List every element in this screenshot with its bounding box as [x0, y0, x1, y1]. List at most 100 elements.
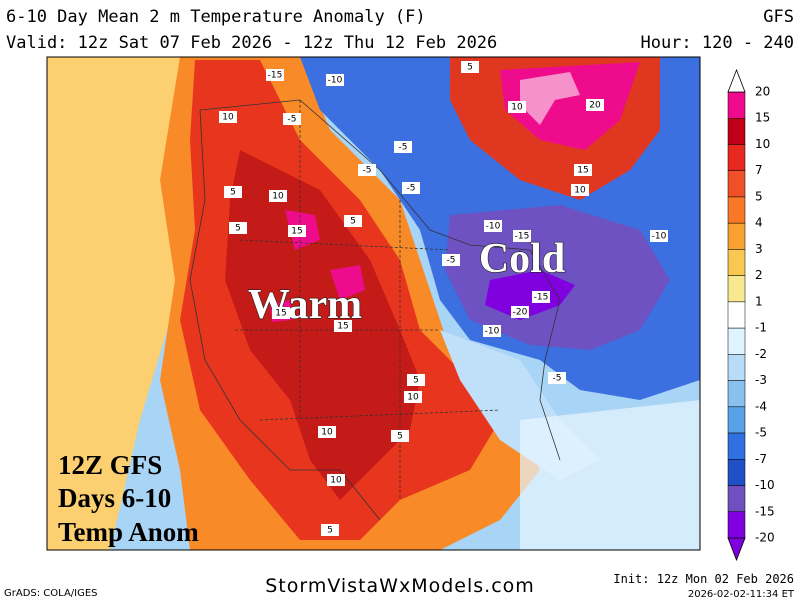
contour-label-bg: [269, 190, 287, 202]
contour-label: 10: [321, 428, 333, 438]
contour-label: 5: [467, 63, 473, 73]
contour-label: 15: [291, 227, 302, 237]
contour-label-bg: [571, 184, 589, 196]
contour-label: -10: [486, 222, 501, 232]
colorbar-label: 3: [755, 242, 763, 256]
contour-label: 5: [327, 526, 333, 536]
colorbar-swatch: [727, 170, 746, 198]
colorbar-swatch: [727, 91, 746, 119]
contour-label-bg: [402, 182, 420, 194]
init-time: Init: 12z Mon 02 Feb 2026: [613, 572, 794, 586]
map: [47, 57, 700, 550]
note-line: 12Z GFS: [58, 450, 162, 480]
timestamp: 2026-02-02-11:34 ET: [688, 589, 795, 600]
colorbar-swatch: [727, 144, 746, 171]
contour-label: 5: [413, 376, 419, 386]
contour-label-bg: [586, 99, 604, 111]
contour-label-bg: [483, 325, 501, 337]
contour-label: 15: [337, 322, 348, 332]
contour-label-bg: [266, 69, 284, 81]
colorbar-label: -7: [755, 452, 767, 466]
contour-label: -15: [534, 293, 549, 303]
contour-label-bg: [548, 372, 566, 384]
contour-label-bg: [326, 74, 344, 86]
colorbar-swatch: [727, 249, 746, 276]
contour-label: 10: [330, 476, 342, 486]
contour-label: 5: [230, 188, 236, 198]
contour-label: -10: [652, 232, 667, 242]
contour-label: -5: [363, 166, 372, 176]
contour-label-bg: [219, 111, 237, 123]
colorbar-label: 1: [755, 294, 763, 308]
contour-label-bg: [407, 374, 425, 386]
contour-label: -10: [328, 76, 343, 86]
contour-label: -15: [268, 71, 283, 81]
note-line: Temp Anom: [58, 517, 199, 547]
contour-label-bg: [272, 307, 290, 319]
contour-label: 10: [407, 393, 419, 403]
contour-label-bg: [334, 320, 352, 332]
contour-label-bg: [394, 141, 412, 153]
colorbar-label: -5: [755, 426, 767, 440]
colorbar-swatch: [727, 432, 746, 460]
contour-label-bg: [321, 524, 339, 536]
colorbar-label: -4: [755, 399, 767, 413]
contour-label: 10: [574, 186, 586, 196]
cold-label: Cold: [479, 236, 565, 282]
colorbar-label: -20: [755, 531, 775, 545]
colorbar-swatch: [727, 354, 746, 381]
contour-labels: -15 -10 5 10 20 10 -5 -5 -5 -5 15 10 5 10 5 15 5 -10 -15 -1…: [219, 61, 668, 536]
contour-label: -15: [515, 232, 530, 242]
colorbar-swatch: [727, 459, 746, 486]
contour-label: 5: [397, 432, 403, 442]
valid-time: Valid: 12z Sat 07 Feb 2026 - 12z Thu 12 …: [6, 33, 497, 53]
contour-label-bg: [508, 101, 526, 113]
colorbar-label: 2: [755, 268, 763, 282]
colorbar-label: 15: [755, 111, 770, 125]
contour-label-bg: [358, 164, 376, 176]
contour-label-bg: [391, 430, 409, 442]
contour-label: 10: [222, 113, 234, 123]
contour-label: 15: [275, 309, 286, 319]
colorbar-swatch: [727, 222, 746, 250]
contour-label: 15: [577, 166, 588, 176]
contour-label-bg: [574, 164, 592, 176]
colorbar-label: 4: [755, 216, 763, 230]
contour-label-bg: [327, 474, 345, 486]
contour-label: -20: [513, 308, 528, 318]
contour-label-bg: [461, 61, 479, 73]
map-frame: [46, 56, 701, 551]
colorbar-label: -1: [755, 321, 767, 335]
contour-label: 5: [235, 224, 241, 234]
greenland-ice: [520, 72, 580, 125]
colorbar-swatch: [727, 301, 746, 329]
credit: GrADS: COLA/IGES: [4, 588, 98, 599]
contour-label: -5: [447, 256, 456, 266]
model-name: GFS: [763, 7, 794, 27]
contour-label-bg: [442, 254, 460, 266]
colorbar-label: -3: [755, 373, 767, 387]
contour-label: 5: [350, 217, 356, 227]
colorbar-arrow: [727, 68, 746, 93]
colorbar: 20 15 10 7 5 4 3 2 1 -1 -2 -3 -4 -5 -7 -10 -15 -20: [727, 68, 775, 562]
colorbar-swatch: [727, 511, 746, 539]
contour-label: -10: [485, 327, 500, 337]
contour-label-bg: [513, 230, 531, 242]
contour-label-bg: [484, 220, 502, 232]
contour-label-bg: [283, 113, 301, 125]
forecast-hour: Hour: 120 - 240: [640, 33, 794, 53]
very-hot-field: [225, 150, 420, 500]
colorbar-swatch: [727, 117, 746, 145]
contour-label: -5: [407, 184, 416, 194]
extreme-cold-spot: [485, 270, 575, 320]
contour-label-bg: [224, 186, 242, 198]
contour-label: -5: [399, 143, 408, 153]
title: 6-10 Day Mean 2 m Temperature Anomaly (F…: [6, 7, 426, 27]
colorbar-swatch: [727, 196, 746, 224]
contour-label: 10: [272, 192, 284, 202]
colorbar-arrow: [727, 537, 746, 562]
colorbar-swatch: [727, 406, 746, 434]
site-name: StormVistaWxModels.com: [265, 575, 535, 597]
colorbar-swatch: [727, 485, 746, 513]
